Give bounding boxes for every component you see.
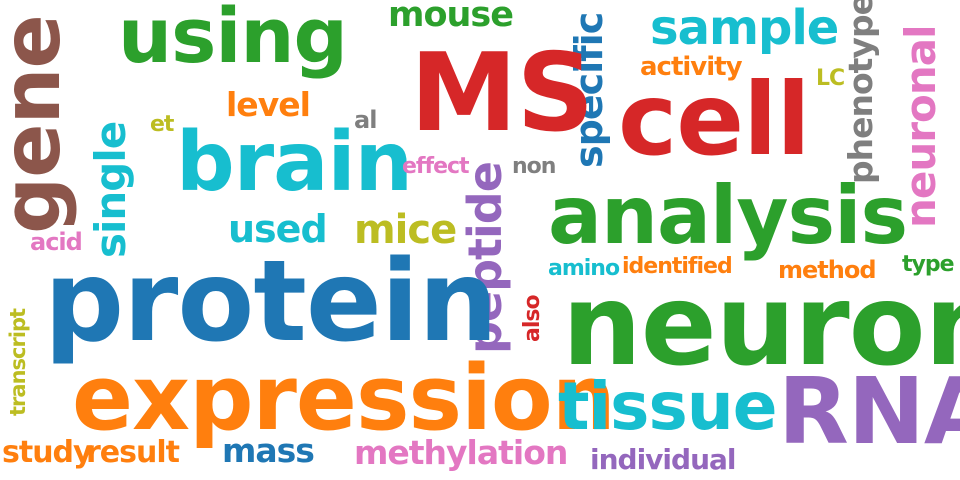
word-amino: amino	[548, 256, 620, 281]
word-type: type	[902, 252, 955, 277]
word-expression: expression	[72, 346, 616, 451]
word-lc: LC	[816, 66, 845, 91]
word-ms: MS	[410, 31, 594, 156]
word-result: result	[86, 435, 180, 470]
word-study: study	[2, 435, 93, 470]
word-mouse: mouse	[388, 0, 514, 35]
word-protein: protein	[44, 237, 498, 367]
word-using: using	[118, 0, 348, 80]
word-individual: individual	[590, 443, 736, 476]
word-level: level	[226, 85, 311, 124]
word-al: al	[354, 106, 377, 134]
word-tissue: tissue	[558, 368, 777, 445]
word-effect: effect	[402, 154, 470, 179]
word-methylation: methylation	[354, 433, 568, 472]
word-et: et	[150, 112, 174, 137]
word-sample: sample	[650, 0, 839, 56]
word-transcript: transcript	[6, 308, 30, 416]
word-mice: mice	[354, 207, 457, 253]
word-analysis: analysis	[548, 169, 908, 262]
word-neuron: neuron	[562, 261, 960, 391]
word-gene: gene	[0, 15, 78, 234]
word-activity: activity	[640, 52, 743, 82]
word-phenotype: phenotype	[841, 0, 880, 184]
word-brain: brain	[176, 115, 413, 210]
word-non: non	[512, 154, 556, 179]
word-rna: RNA	[778, 358, 960, 465]
word-method: method	[778, 256, 877, 284]
word-acid: acid	[30, 228, 83, 256]
word-mass: mass	[222, 431, 315, 470]
word-used: used	[228, 207, 328, 251]
word-identified: identified	[622, 254, 733, 279]
word-cell: cell	[618, 61, 811, 178]
word-also: also	[520, 295, 545, 342]
